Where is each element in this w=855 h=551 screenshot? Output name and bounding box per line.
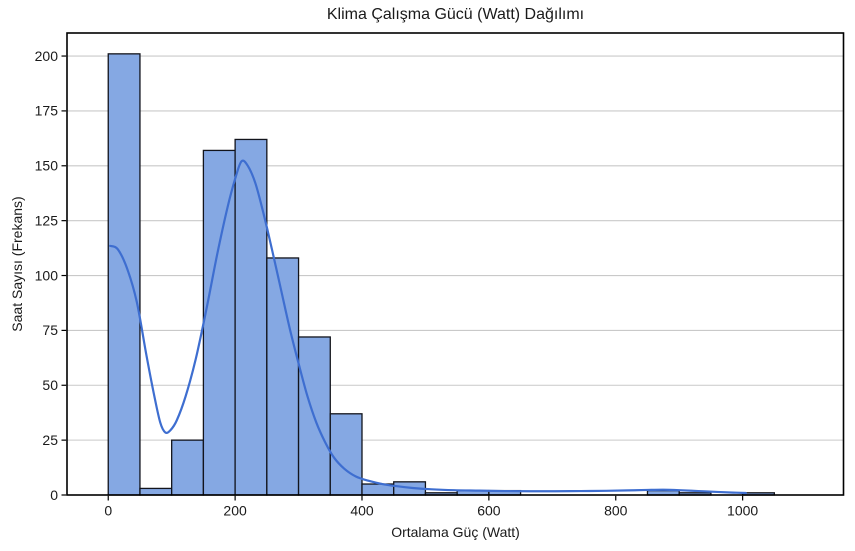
- histogram-bar: [202, 149, 236, 496]
- histogram-bar: [234, 138, 268, 496]
- y-tick-label: 150: [35, 158, 59, 174]
- x-tick-label: 0: [104, 503, 112, 519]
- y-tick-label: 25: [42, 432, 58, 448]
- y-tick-label: 125: [35, 212, 59, 228]
- chart-title: Klima Çalışma Gücü (Watt) Dağılımı: [326, 6, 585, 23]
- x-tick-label: 800: [604, 503, 628, 519]
- y-tick-label: 175: [35, 103, 59, 119]
- y-tick-label: 75: [42, 322, 58, 338]
- y-tick-label: 200: [35, 48, 59, 64]
- x-axis-label: Ortalama Güç (Watt): [391, 524, 520, 540]
- histogram-bar: [171, 439, 205, 496]
- x-tick-label: 1000: [727, 503, 758, 519]
- y-axis-label: Saat Sayısı (Frekans): [9, 196, 25, 332]
- kde-density-line: [109, 159, 747, 495]
- x-tick-label: 200: [223, 503, 247, 519]
- histogram-bar: [107, 53, 141, 496]
- y-tick-label: 100: [35, 267, 59, 283]
- y-tick-label: 0: [50, 487, 58, 503]
- x-tick-label: 400: [350, 503, 374, 519]
- axes-spines: [66, 32, 845, 496]
- x-tick-label: 600: [477, 503, 501, 519]
- histogram-bar: [139, 487, 173, 496]
- y-tick-label: 50: [42, 377, 58, 393]
- histogram-bar: [329, 413, 363, 496]
